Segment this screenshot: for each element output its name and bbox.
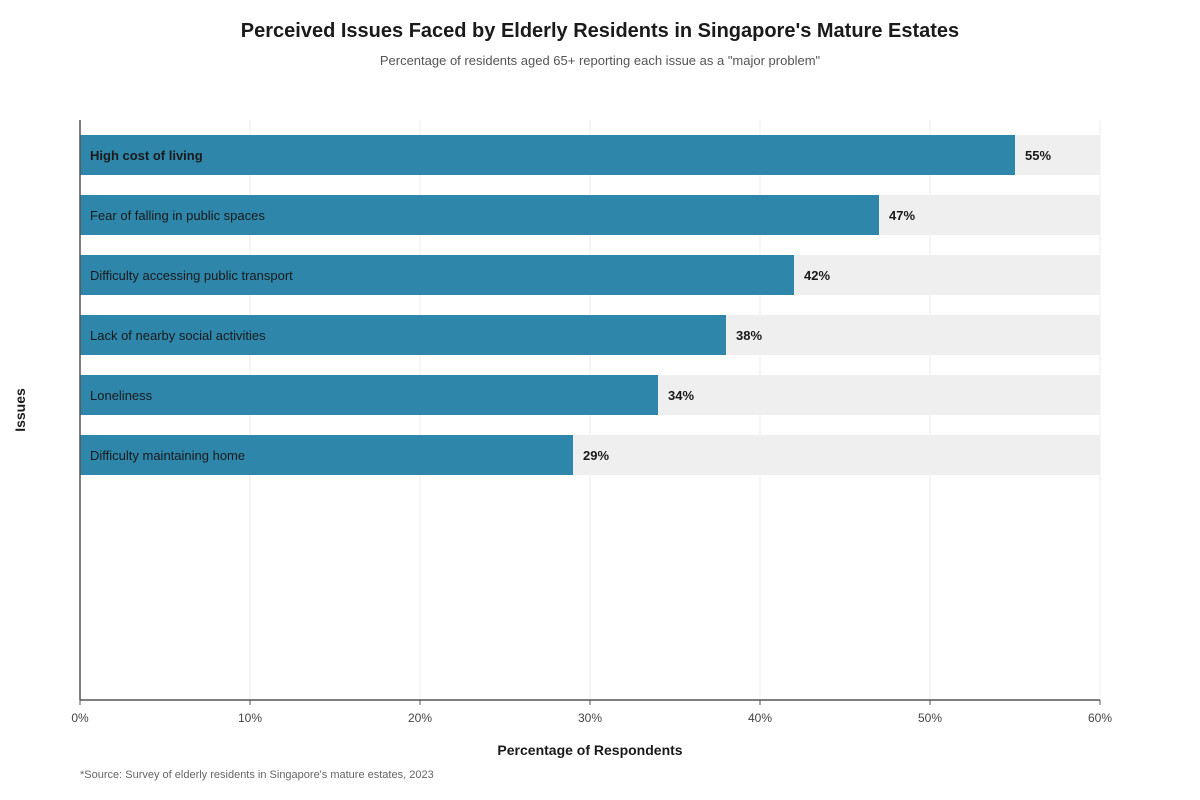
source-note: *Source: Survey of elderly residents in …: [80, 769, 434, 781]
category-label: Loneliness: [90, 388, 153, 403]
category-label: High cost of living: [90, 148, 203, 163]
x-tick-label: 40%: [748, 711, 772, 725]
x-tick-label: 30%: [578, 711, 602, 725]
x-axis-title: Percentage of Respondents: [497, 742, 682, 758]
bar: [80, 195, 879, 235]
category-label: Fear of falling in public spaces: [90, 208, 265, 223]
category-label: Lack of nearby social activities: [90, 328, 266, 343]
y-axis-title: Issues: [12, 388, 28, 432]
chart-subtitle: Percentage of residents aged 65+ reporti…: [379, 53, 821, 68]
chart-title: Perceived Issues Faced by Elderly Reside…: [240, 20, 960, 42]
bar: [80, 375, 658, 415]
bar: [80, 315, 726, 355]
x-tick-label: 50%: [918, 711, 942, 725]
bar: [80, 435, 573, 475]
bar: [80, 255, 794, 295]
x-tick-label: 10%: [238, 711, 262, 725]
value-label: 42%: [804, 268, 830, 283]
value-label: 29%: [583, 448, 609, 463]
x-tick-label: 0%: [71, 711, 89, 725]
category-label: Difficulty accessing public transport: [90, 268, 293, 283]
x-tick-label: 60%: [1088, 711, 1112, 725]
value-label: 34%: [668, 388, 694, 403]
bar: [80, 135, 1015, 175]
x-tick-label: 20%: [408, 711, 432, 725]
value-label: 38%: [736, 328, 762, 343]
value-label: 47%: [889, 208, 915, 223]
category-label: Difficulty maintaining home: [90, 448, 245, 463]
value-label: 55%: [1025, 148, 1051, 163]
